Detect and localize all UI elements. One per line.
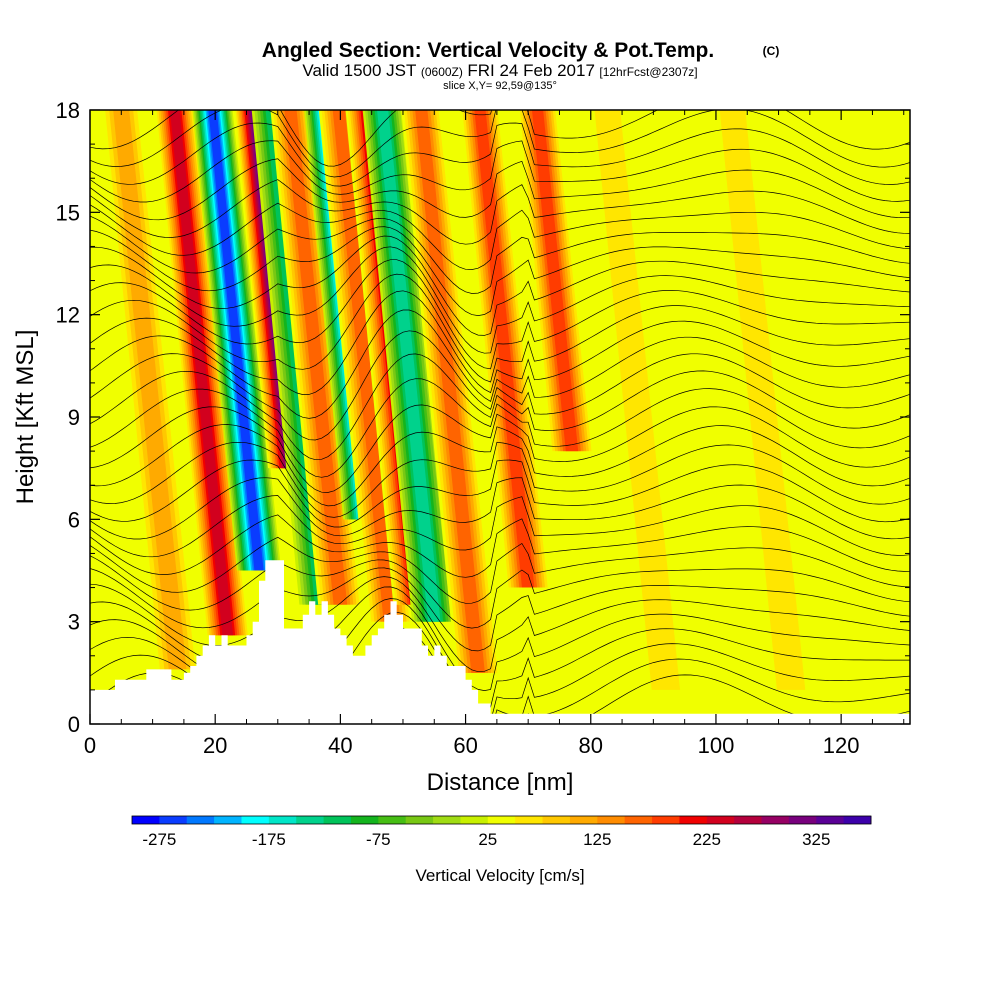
x-tick-label: 100 xyxy=(698,733,735,758)
colorbar-swatch xyxy=(816,816,845,824)
colorbar-swatch xyxy=(734,816,762,824)
colorbar-swatch xyxy=(268,816,297,824)
x-tick-label: 20 xyxy=(203,733,227,758)
colorbar-swatch xyxy=(597,816,626,824)
colorbar-swatch xyxy=(569,816,598,824)
plot-area xyxy=(90,110,910,724)
colorbar-swatch xyxy=(515,816,543,824)
x-tick-label: 120 xyxy=(823,733,860,758)
colorbar-swatch xyxy=(241,816,270,824)
velocity-band-7-level-5 xyxy=(332,110,398,622)
pot-temp-contour-17 xyxy=(90,353,910,461)
pot-temp-contour-22 xyxy=(90,259,910,370)
x-tick-label: 0 xyxy=(84,733,96,758)
colorbar-tick-label: 325 xyxy=(802,830,830,849)
colorbar-tick-label: -175 xyxy=(252,830,286,849)
copyright-mark: (C) xyxy=(763,44,780,58)
x-tick-label: 40 xyxy=(328,733,352,758)
colorbar-swatch xyxy=(761,816,790,824)
axes: 0 20 40 60 80 100 120 0 3 6 9 12 15 18 xyxy=(56,98,910,758)
colorbar: -275 -175 -75 25 125 225 325 xyxy=(131,815,872,849)
pot-temp-contour-13 xyxy=(90,441,910,518)
pot-temp-contour-24 xyxy=(90,235,910,336)
pot-temp-contour-25 xyxy=(90,226,910,316)
velocity-band-13-level-1 xyxy=(594,110,681,690)
pot-temp-contour-27 xyxy=(90,202,910,270)
colorbar-swatch xyxy=(460,816,489,824)
valid-time-subtitle: Valid 1500 JST (0600Z) FRI 24 Feb 2017 [… xyxy=(302,61,697,80)
colorbar-swatch xyxy=(159,816,188,824)
velocity-band-5-level-5 xyxy=(284,110,348,605)
pot-temp-contour-23 xyxy=(90,246,910,354)
pot-temp-contour-18 xyxy=(90,330,910,441)
colorbar-swatch xyxy=(350,816,379,824)
velocity-band-10-level-5 xyxy=(415,110,485,673)
pot-temp-contour-10 xyxy=(90,495,910,558)
colorbar-swatch xyxy=(788,816,817,824)
colorbar-swatch xyxy=(296,816,324,824)
pot-temp-contour-12 xyxy=(90,459,910,528)
pot-temp-contour-30 xyxy=(90,140,910,203)
x-tick-label: 60 xyxy=(453,733,477,758)
colorbar-tick-label: 25 xyxy=(478,830,497,849)
pot-temp-contour-28 xyxy=(90,179,910,245)
colorbar-swatch xyxy=(542,816,571,824)
potential-temperature-contours xyxy=(90,110,910,724)
slice-subtitle: slice X,Y= 92,59@135° xyxy=(443,80,557,92)
pot-temp-contour-15 xyxy=(90,404,910,493)
y-tick-label: 3 xyxy=(68,610,80,635)
colorbar-swatch xyxy=(706,816,735,824)
pot-temp-contour-16 xyxy=(90,378,910,478)
y-tick-label: 18 xyxy=(56,98,80,123)
x-axis-title: Distance [nm] xyxy=(427,769,574,796)
pot-temp-contour-21 xyxy=(90,273,910,383)
pot-temp-contour-9 xyxy=(90,514,910,578)
y-tick-label: 9 xyxy=(68,405,80,430)
colorbar-swatch xyxy=(405,816,434,824)
velocity-band-14-level-1 xyxy=(719,110,806,690)
colorbar-swatch xyxy=(378,816,407,824)
velocity-band-1-level-8 xyxy=(169,110,234,636)
terrain-profile xyxy=(90,560,910,724)
pot-temp-contour-8 xyxy=(90,536,910,604)
pot-temp-contour-19 xyxy=(90,309,910,419)
colorbar-tick-label: -275 xyxy=(142,830,176,849)
colorbar-frame xyxy=(131,815,872,825)
x-tick-label: 80 xyxy=(579,733,603,758)
y-tick-label: 12 xyxy=(56,303,80,328)
colorbar-title: Vertical Velocity [cm/s] xyxy=(415,866,584,885)
velocity-band-11-level-6 xyxy=(474,110,535,588)
colorbar-swatch xyxy=(433,816,461,824)
y-tick-label: 0 xyxy=(68,712,80,737)
pot-temp-contour-11 xyxy=(90,477,910,540)
y-axis-title: Height [Kft MSL] xyxy=(12,330,39,505)
colorbar-swatch xyxy=(214,816,242,824)
pot-temp-contour-31 xyxy=(90,122,910,187)
colorbar-swatch xyxy=(487,816,516,824)
colorbar-swatch xyxy=(186,816,215,824)
pot-temp-contour-32 xyxy=(90,110,910,178)
pot-temp-contour-14 xyxy=(90,424,910,507)
colorbar-swatch xyxy=(679,816,708,824)
y-tick-label: 6 xyxy=(68,507,80,532)
chart-title: Angled Section: Vertical Velocity & Pot.… xyxy=(262,39,714,62)
pot-temp-contour-7 xyxy=(90,555,910,629)
velocity-band-2-level-11 xyxy=(208,110,264,571)
colorbar-swatch xyxy=(624,816,653,824)
colorbar-tick-label: 125 xyxy=(583,830,611,849)
velocity-band-12-level-6 xyxy=(531,110,579,452)
pot-temp-contour-20 xyxy=(90,290,910,395)
pot-temp-contour-6 xyxy=(90,567,910,652)
y-tick-label: 15 xyxy=(56,200,80,225)
colorbar-swatch xyxy=(323,816,352,824)
colorbar-swatch xyxy=(132,816,160,824)
colorbar-tick-label: -75 xyxy=(366,830,391,849)
velocity-band-9-level-6 xyxy=(377,110,441,622)
pot-temp-contour-26 xyxy=(90,215,910,294)
pot-temp-contour-29 xyxy=(90,158,910,221)
colorbar-swatch xyxy=(652,816,680,824)
colorbar-tick-label: 225 xyxy=(693,830,721,849)
colorbar-swatch xyxy=(843,816,872,824)
